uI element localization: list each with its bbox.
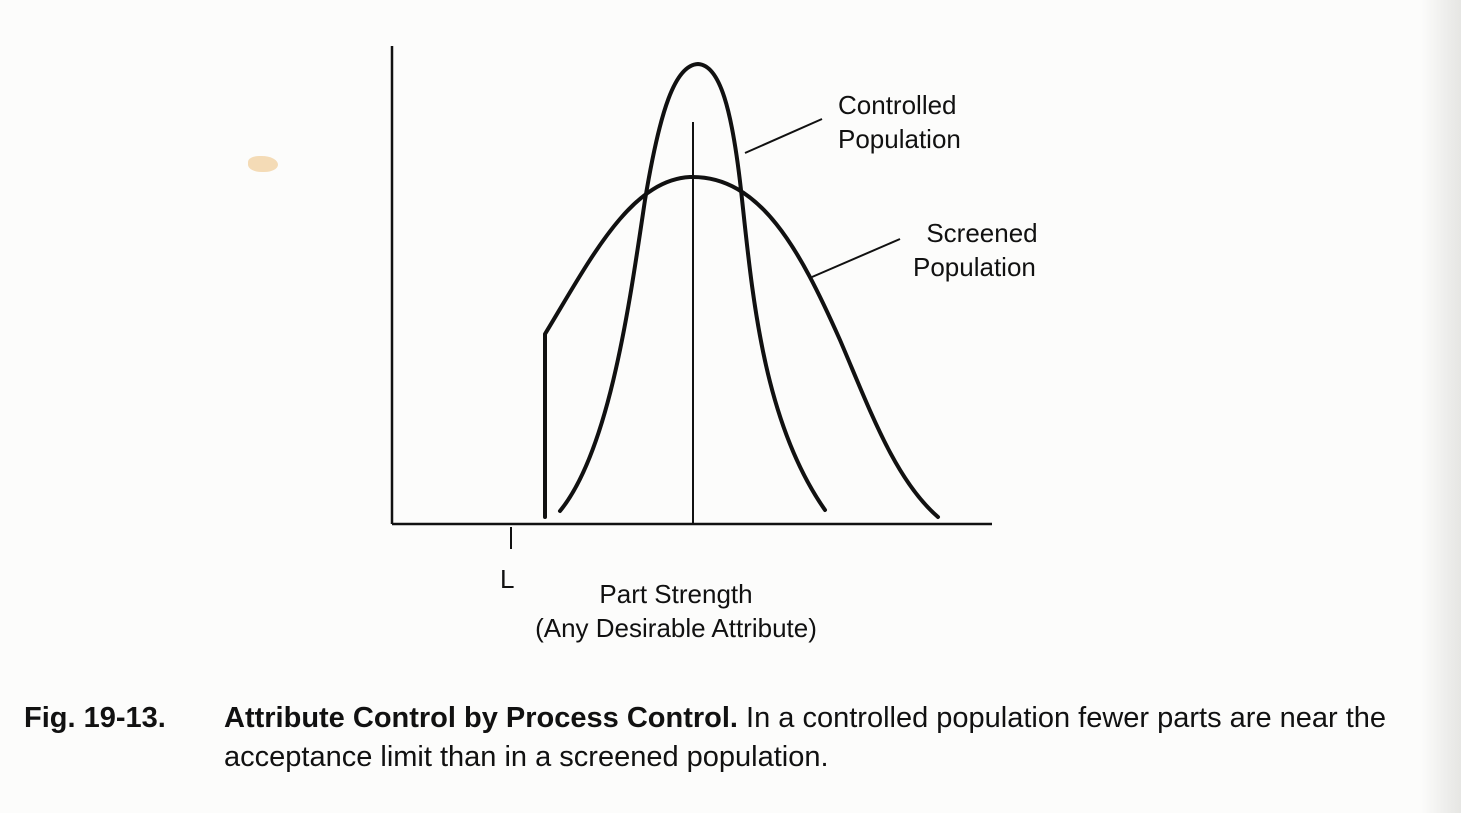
screened-label-line2: Population	[913, 252, 1036, 282]
screened-label-line1: Screened	[926, 218, 1038, 248]
controlled-population-curve	[558, 62, 827, 513]
screened-population-curve	[543, 174, 940, 519]
paper-smudge	[248, 156, 278, 172]
caption-title: Attribute Control by Process Control.	[224, 702, 738, 734]
x-axis-label-line1: Part Strength	[599, 579, 753, 609]
scan-edge-shadow	[1421, 0, 1461, 813]
controlled-label-line1: Controlled	[838, 90, 957, 120]
caption-body: Attribute Control by Process Control. In…	[224, 699, 1449, 777]
screened-population-label: Screened Population	[913, 216, 1051, 284]
controlled-population-label: Controlled Population	[838, 88, 961, 156]
caption-text: In a controlled population fewer parts a…	[224, 702, 1387, 773]
controlled-label-line2: Population	[838, 124, 961, 154]
screened-leader-line	[811, 238, 901, 278]
figure-number: Fig. 19-13.	[24, 702, 166, 734]
limit-label: L	[500, 564, 515, 594]
x-axis-label: Part Strength (Any Desirable Attribute)	[500, 577, 852, 645]
controlled-leader-line	[744, 118, 823, 154]
x-axis-label-line2: (Any Desirable Attribute)	[535, 613, 817, 643]
